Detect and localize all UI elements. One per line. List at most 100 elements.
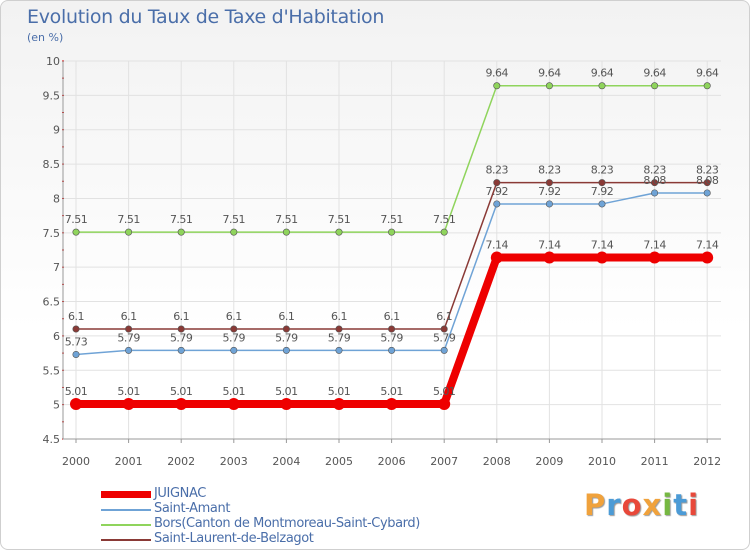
data-point <box>438 397 451 410</box>
x-tick-label: 2007 <box>430 455 458 468</box>
data-point <box>230 346 238 354</box>
data-label: 5.01 <box>223 385 246 398</box>
data-point <box>545 200 553 208</box>
data-label: 7.14 <box>591 239 614 252</box>
data-point <box>440 228 448 236</box>
y-tick-label: 7 <box>53 261 60 274</box>
data-point <box>70 397 82 410</box>
data-point <box>177 228 185 236</box>
logo-letter: x <box>642 488 663 522</box>
data-label: 5.79 <box>380 331 403 344</box>
data-label: 9.64 <box>538 67 561 80</box>
data-label: 5.79 <box>328 331 351 344</box>
data-point <box>175 397 188 410</box>
logo-letter: i <box>688 488 700 522</box>
data-point <box>388 346 396 354</box>
data-label: 7.51 <box>275 213 298 226</box>
data-label: 7.92 <box>591 185 614 198</box>
data-label: 6.1 <box>331 310 347 323</box>
x-tick-label: 2002 <box>167 455 195 468</box>
legend-swatch <box>101 509 151 511</box>
data-point <box>385 397 398 410</box>
data-point <box>701 251 714 264</box>
legend-swatch <box>101 524 151 526</box>
data-point <box>703 189 711 197</box>
legend-swatch <box>101 539 151 541</box>
data-point <box>177 325 185 333</box>
data-point <box>125 325 133 333</box>
data-label: 8.23 <box>696 164 719 177</box>
data-label: 7.51 <box>328 213 351 226</box>
data-label: 8.08 <box>643 174 666 187</box>
data-label: 9.64 <box>643 67 666 80</box>
x-tick-label: 2001 <box>115 455 143 468</box>
data-label: 5.01 <box>170 385 193 398</box>
proxiti-logo: Proxiti <box>584 488 699 522</box>
data-point <box>598 179 606 187</box>
logo-letter: o <box>621 488 643 522</box>
y-tick-label: 5 <box>53 399 60 412</box>
logo-letter: r <box>606 488 622 522</box>
data-point <box>648 251 661 264</box>
data-label: 6.1 <box>121 310 137 323</box>
legend-label: Saint-Laurent-de-Belzagot <box>154 531 314 546</box>
data-point <box>598 82 606 90</box>
chart-unit-label: (en %) <box>27 31 64 44</box>
data-label: 5.73 <box>65 335 88 348</box>
logo-letter: i <box>662 488 674 522</box>
legend-label: Saint-Amant <box>154 501 231 516</box>
legend-swatch <box>101 491 151 498</box>
data-point <box>282 228 290 236</box>
data-point <box>440 346 448 354</box>
y-tick-label: 8.5 <box>43 158 61 171</box>
data-label: 5.01 <box>380 385 403 398</box>
data-label: 9.64 <box>591 67 614 80</box>
x-tick-label: 2012 <box>693 455 721 468</box>
data-label: 7.51 <box>433 213 456 226</box>
y-tick-label: 6.5 <box>43 296 61 309</box>
data-label: 8.08 <box>696 174 719 187</box>
data-point <box>703 82 711 90</box>
data-label: 5.79 <box>170 331 193 344</box>
x-tick-label: 2008 <box>483 455 511 468</box>
data-point <box>651 179 659 187</box>
data-label: 5.01 <box>65 385 88 398</box>
logo-letter: P <box>584 488 607 522</box>
x-tick-label: 2011 <box>641 455 669 468</box>
y-tick-label: 7.5 <box>43 227 61 240</box>
data-point <box>493 82 501 90</box>
x-tick-label: 2006 <box>378 455 406 468</box>
x-tick-label: 2005 <box>325 455 353 468</box>
data-label: 8.23 <box>591 164 614 177</box>
data-point <box>72 325 80 333</box>
data-point <box>440 325 448 333</box>
data-label: 8.23 <box>643 164 666 177</box>
data-label: 5.79 <box>433 331 456 344</box>
data-label: 5.79 <box>117 331 140 344</box>
data-point <box>333 397 345 410</box>
data-point <box>72 350 80 358</box>
data-label: 6.1 <box>384 310 400 323</box>
data-label: 6.1 <box>173 310 189 323</box>
y-tick-label: 8 <box>53 192 60 205</box>
y-tick-label: 9.5 <box>43 89 61 102</box>
data-label: 5.01 <box>117 385 140 398</box>
y-tick-label: 9 <box>53 124 60 137</box>
data-point <box>230 325 238 333</box>
legend-label: Bors(Canton de Montmoreau-Saint-Cybard) <box>154 516 420 531</box>
data-label: 5.01 <box>275 385 298 398</box>
data-point <box>280 397 293 410</box>
data-label: 7.51 <box>170 213 193 226</box>
data-point <box>543 251 556 264</box>
data-point <box>125 228 133 236</box>
data-point <box>227 397 240 410</box>
x-tick-label: 2000 <box>62 455 90 468</box>
data-label: 6.1 <box>68 310 84 323</box>
data-point <box>651 189 659 197</box>
data-label: 9.64 <box>696 67 719 80</box>
data-point <box>598 200 606 208</box>
data-label: 7.92 <box>538 185 561 198</box>
data-label: 7.14 <box>643 239 666 252</box>
data-point <box>493 200 501 208</box>
